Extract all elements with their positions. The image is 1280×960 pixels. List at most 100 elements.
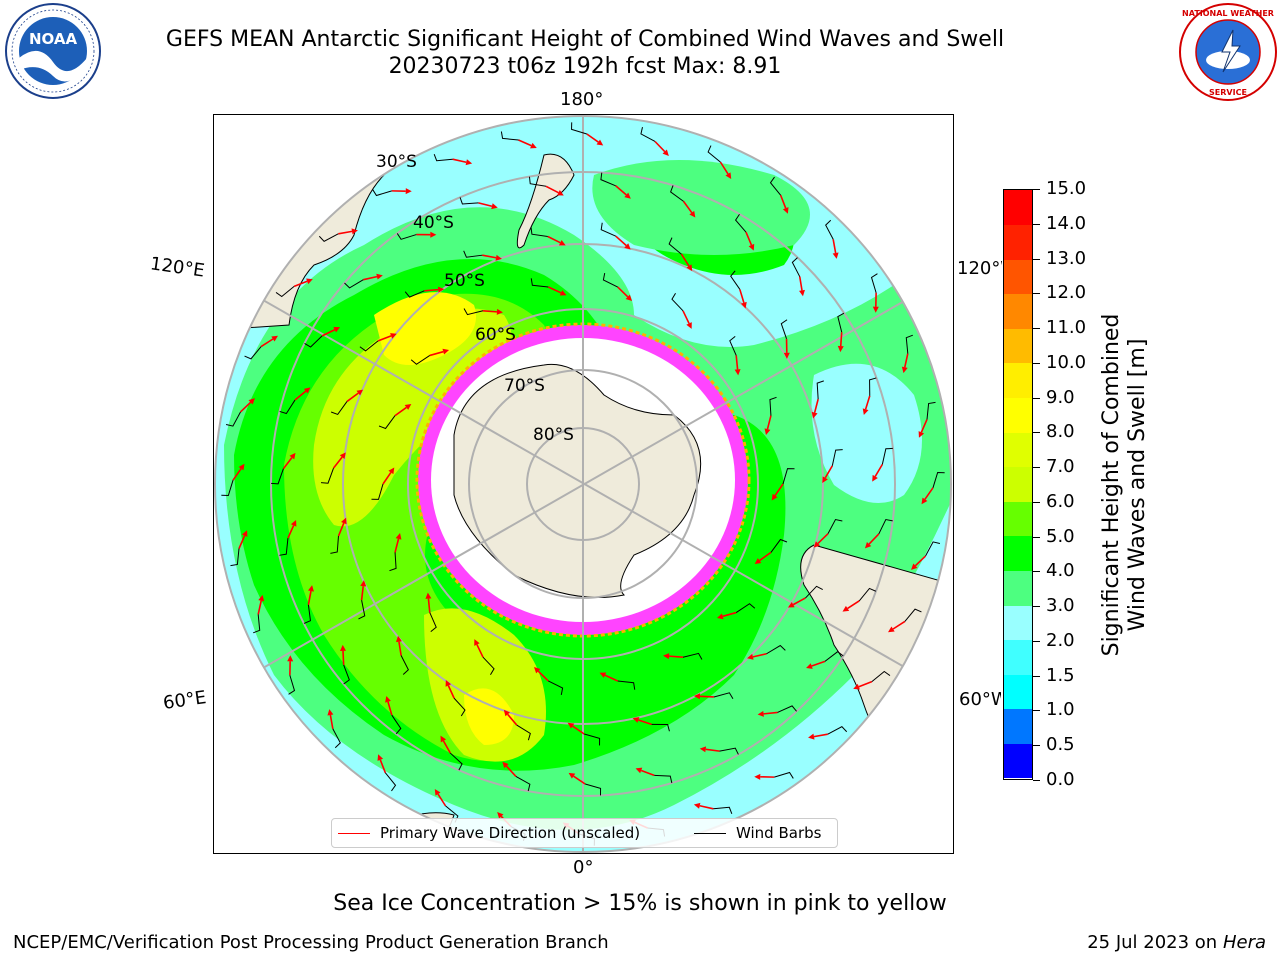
colorbar-tick bbox=[1033, 640, 1040, 642]
wave-arrow-head bbox=[663, 653, 670, 660]
wave-arrow-head bbox=[289, 452, 296, 460]
wave-arrow-head bbox=[377, 754, 384, 761]
wind-barb bbox=[372, 189, 392, 197]
wave-arrow-head bbox=[747, 653, 754, 660]
wave-arrow-head bbox=[495, 254, 502, 261]
wind-barb bbox=[528, 176, 547, 187]
wave-arrow-head bbox=[699, 746, 707, 753]
wind-barb bbox=[651, 723, 670, 732]
colorbar-tick-label: 12.0 bbox=[1046, 282, 1087, 304]
wind-barb bbox=[463, 308, 484, 316]
wave-arrow bbox=[282, 457, 293, 470]
wave-arrow bbox=[447, 685, 455, 699]
wave-arrow bbox=[321, 329, 336, 337]
wave-arrow bbox=[839, 332, 843, 347]
colorbar-tick bbox=[1033, 432, 1040, 434]
colorbar-tick bbox=[1033, 258, 1040, 260]
colorbar-tick bbox=[1033, 780, 1040, 781]
wave-arrow-head bbox=[351, 228, 358, 235]
wind-barb bbox=[279, 538, 289, 556]
colorbar-tick bbox=[1033, 223, 1040, 225]
wave-arrow-head bbox=[725, 172, 732, 179]
wave-arrow-head bbox=[888, 626, 895, 633]
wave-arrow bbox=[682, 310, 690, 324]
wind-barb bbox=[925, 541, 941, 557]
map-legend: Primary Wave Direction (unscaled) Wind B… bbox=[331, 818, 838, 848]
wind-barb bbox=[530, 227, 548, 237]
footer-machine: Hera bbox=[1222, 932, 1266, 953]
colorbar-segment bbox=[1004, 466, 1032, 502]
colorbar-tick-label: 3.0 bbox=[1046, 595, 1075, 617]
wave-arrow bbox=[682, 200, 693, 214]
wave-field-8m-b bbox=[464, 688, 514, 745]
wave-arrow-head bbox=[303, 387, 311, 394]
wave-arrow bbox=[638, 719, 652, 726]
wind-barb bbox=[453, 697, 466, 717]
wave-arrow bbox=[429, 350, 444, 357]
wave-arrow bbox=[238, 535, 246, 549]
colorbar-tick-label: 0.0 bbox=[1046, 769, 1075, 790]
wind-barb bbox=[805, 585, 823, 599]
wave-arrow-head bbox=[395, 533, 402, 540]
wave-arrow bbox=[379, 759, 387, 774]
wave-arrow bbox=[537, 670, 549, 682]
graticule bbox=[215, 116, 951, 852]
wave-field-8m bbox=[374, 292, 476, 365]
wave-arrow-head bbox=[271, 335, 278, 342]
colorbar-tick bbox=[1033, 467, 1040, 469]
wave-arrow-head bbox=[918, 431, 925, 438]
wave-arrow-head bbox=[662, 149, 669, 156]
lat-label-80: 80°S bbox=[533, 425, 574, 445]
wave-arrow bbox=[232, 468, 242, 481]
wind-barb bbox=[253, 614, 261, 634]
wave-arrow-head bbox=[308, 585, 314, 592]
wave-arrow-head bbox=[632, 717, 640, 723]
colorbar-tick bbox=[1033, 362, 1040, 364]
wave-arrow-head bbox=[822, 476, 828, 484]
wave-arrow-head bbox=[771, 493, 778, 501]
colorbar-segment bbox=[1004, 535, 1032, 571]
land-africa bbox=[215, 764, 297, 852]
wave-arrow bbox=[387, 701, 393, 716]
wind-barb bbox=[831, 449, 843, 466]
wave-arrow-head bbox=[808, 733, 815, 740]
wave-arrow-head bbox=[596, 139, 604, 146]
wave-arrow-head bbox=[734, 369, 741, 376]
wind-barb bbox=[389, 552, 397, 572]
wave-arrow bbox=[307, 590, 312, 605]
wind-barb bbox=[571, 122, 587, 135]
wave-arrow-head bbox=[502, 761, 509, 769]
wave-arrow-head bbox=[806, 663, 813, 669]
wave-arrow bbox=[640, 769, 655, 777]
wind-barb bbox=[904, 608, 922, 622]
wave-arrow bbox=[779, 194, 787, 209]
wind-barb bbox=[878, 519, 893, 535]
footer-right: 25 Jul 2023 on Hera bbox=[1087, 932, 1266, 953]
wind-barb bbox=[837, 312, 845, 333]
legend-item-wind-barbs: Wind Barbs bbox=[694, 824, 821, 842]
wave-arrow-head bbox=[503, 709, 510, 717]
wave-arrow-head bbox=[333, 327, 341, 333]
wave-arrow bbox=[874, 463, 884, 477]
sea-ice-note: Sea Ice Concentration > 15% is shown in … bbox=[333, 891, 947, 916]
wave-arrow-head bbox=[306, 278, 313, 285]
wave-arrow-head bbox=[404, 403, 412, 410]
wave-arrow-head bbox=[474, 639, 480, 646]
wave-arrow bbox=[329, 714, 334, 729]
colorbar-label-line1: Significant Height of Combined bbox=[1099, 313, 1124, 657]
wind-barb bbox=[719, 747, 739, 755]
wind-barb bbox=[482, 656, 495, 676]
wind-barb bbox=[670, 185, 684, 202]
wave-arrow-head bbox=[557, 190, 564, 196]
wave-arrow-head bbox=[782, 207, 789, 214]
wave-arrow-head bbox=[530, 142, 537, 149]
wave-arrow-head bbox=[754, 773, 761, 780]
wave-arrow bbox=[478, 202, 493, 207]
wave-arrow-head bbox=[689, 210, 696, 218]
wave-arrow bbox=[342, 650, 345, 665]
footer-left: NCEP/EMC/Verification Post Processing Pr… bbox=[13, 932, 609, 953]
wind-barb bbox=[617, 680, 636, 690]
wave-arrow bbox=[437, 793, 447, 807]
wave-arrow-head bbox=[248, 398, 255, 405]
wave-arrow-head bbox=[385, 695, 391, 703]
